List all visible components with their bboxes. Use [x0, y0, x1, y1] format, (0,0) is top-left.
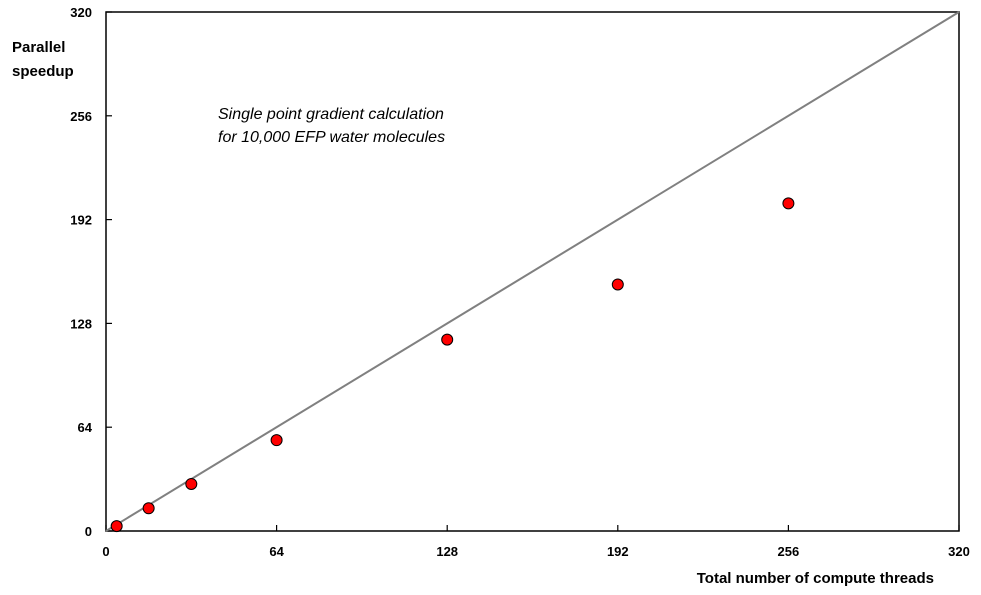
data-point — [142, 502, 155, 515]
x-axis-ticks: 0 64 128 192 256 320 — [102, 525, 970, 559]
ideal-speedup-line — [105, 11, 960, 532]
y-tick-label: 320 — [70, 5, 92, 20]
x-tick-label: 0 — [102, 544, 109, 559]
y-tick-label: 192 — [70, 213, 92, 228]
data-point — [270, 434, 283, 447]
y-axis-ticks: 0 64 128 192 256 320 — [70, 5, 112, 539]
data-point — [441, 333, 454, 346]
x-tick-label: 256 — [778, 544, 800, 559]
annotation-line-2: for 10,000 EFP water molecules — [218, 129, 445, 146]
y-axis-title-line-1: Parallel — [12, 39, 65, 56]
x-tick-label: 192 — [607, 544, 629, 559]
y-tick-label: 64 — [78, 420, 93, 435]
x-axis-title: Total number of compute threads — [697, 570, 934, 587]
data-point — [185, 477, 198, 490]
x-tick-label: 128 — [436, 544, 458, 559]
data-points — [110, 197, 795, 533]
y-axis-title-line-2: speedup — [12, 63, 74, 80]
y-tick-label: 0 — [85, 524, 92, 539]
x-tick-label: 64 — [269, 544, 284, 559]
x-tick-label: 320 — [948, 544, 970, 559]
data-point — [110, 520, 123, 533]
y-tick-label: 256 — [70, 109, 92, 124]
data-point — [782, 197, 795, 210]
plot-frame — [105, 11, 960, 532]
y-tick-label: 128 — [70, 316, 92, 331]
annotation-line-1: Single point gradient calculation — [218, 106, 444, 123]
data-point — [611, 278, 624, 291]
